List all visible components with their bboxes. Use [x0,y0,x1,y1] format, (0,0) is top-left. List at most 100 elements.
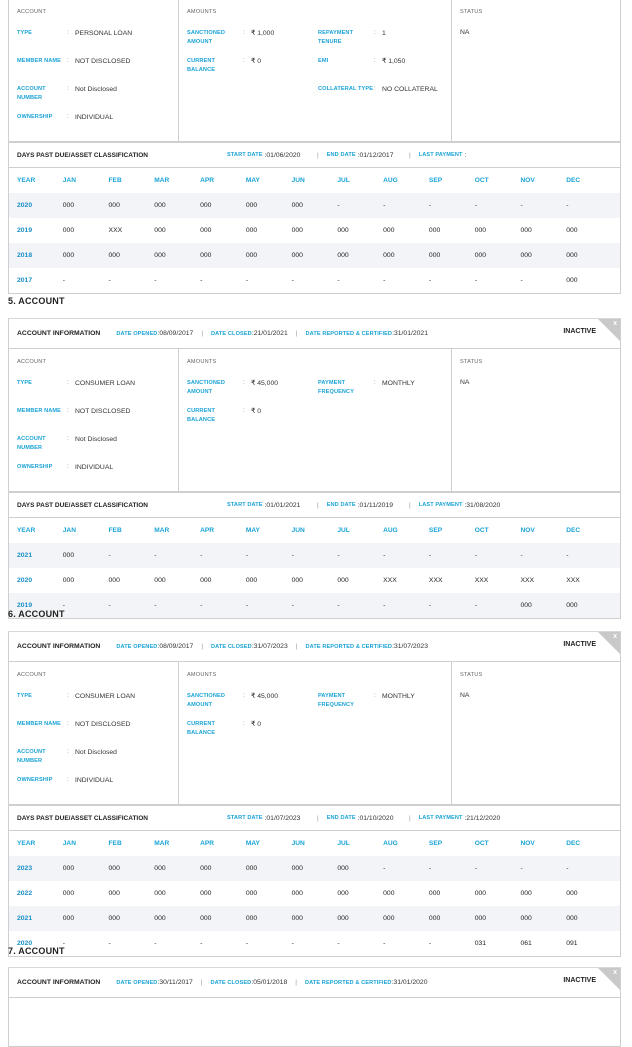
dpd-cell: 000 [474,227,487,234]
collateral-type-field: COLLATERAL TYPE: NO COLLATERAL [318,85,443,104]
dpd-cell: - [566,552,569,559]
dpd-cell: 000 [245,865,258,872]
colon: : [243,30,245,36]
dpd-cell: - [62,602,66,609]
close-icon[interactable]: x [613,633,617,640]
date-closed-label: DATE CLOSED [211,643,252,650]
divider: | [295,643,298,650]
dpd-cell: - [337,940,340,947]
date-closed-colon: : [251,330,254,337]
account-details: ACCOUNT TYPE: CONSUMER LOAN MEMBER NAME: NOT… [9,662,620,806]
dpd-table-header: YEAR JAN FEB MAR APR MAY JUN JUL AUG SEP OCT NOV DEC [9,831,620,856]
colon: : [262,501,267,509]
month-header: NOV [520,840,535,847]
dpd-cell: 031 [474,940,487,947]
dpd-cell: 000 [474,252,487,259]
end-date: | END DATE : 01/10/2020 [317,815,409,822]
date-reported-value: 31/01/2020 [393,979,428,986]
year-cell: 2021 [17,552,33,559]
dpd-cell: 000 [108,202,120,209]
current-balance-field: CURRENT BALANCE: ₹ 0 [187,720,312,739]
date-reported-value: 31/07/2023 [393,643,428,650]
dpd-cell: 000 [245,202,258,209]
divider: | [409,501,411,509]
sanctioned-amount-field: SANCTIONED AMOUNT: ₹ 45,000 [187,379,312,398]
status-section-title: STATUS [460,9,483,15]
dpd-cell: 000 [154,577,166,584]
dpd-cell: - [108,277,111,284]
ownership-label: OWNERSHIP [17,114,53,120]
dpd-cell: 000 [291,252,303,259]
ownership-value: INDIVIDUAL [75,114,114,121]
colon: : [67,408,69,414]
date-opened-label: DATE OPENED [116,330,158,337]
dpd-cell: 000 [291,227,303,234]
dpd-cell: - [245,602,249,609]
month-header: SEP [428,527,443,534]
date-opened-colon: : [157,330,160,337]
dpd-cell: - [428,277,432,284]
dpd-cell: 000 [566,890,578,897]
ownership-value: INDIVIDUAL [75,464,114,471]
close-corner[interactable] [598,632,620,654]
close-icon[interactable]: x [613,320,617,327]
dpd-cell: 000 [154,227,166,234]
dpd-cell: - [337,552,340,559]
month-header: SEP [428,177,443,184]
colon: : [262,151,267,159]
colon: : [355,501,360,509]
colon: : [374,693,376,699]
divider: | [200,979,203,986]
dpd-cell: - [520,552,523,559]
colon: : [243,408,245,414]
close-corner[interactable] [598,319,620,341]
current-balance-value: ₹ 0 [251,721,261,728]
sanctioned-amount-label: SANCTIONED AMOUNT [187,380,225,395]
dpd-cell: XXX [566,577,580,584]
dpd-cell: - [154,277,157,284]
date-opened-colon: : [157,643,160,650]
close-corner[interactable] [598,968,620,990]
dpd-title: DAYS PAST DUE/ASSET CLASSIFICATION [17,151,148,159]
end-date-value: 01/10/2020 [359,814,394,822]
dpd-cell: 000 [291,577,303,584]
divider: | [201,330,204,337]
start-date: START DATE : 01/06/2020 [227,152,317,159]
last-payment-value: 21/12/2020 [466,814,501,822]
dpd-cell: - [245,552,249,559]
dpd-cell: 000 [154,915,166,922]
dpd-cell: 000 [154,865,166,872]
year-cell: 2017 [17,277,33,284]
dpd-cell: 000 [62,865,75,872]
date-reported-label: DATE REPORTED & CERTIFIED [304,979,392,986]
divider: | [295,979,297,986]
dpd-cell: 000 [428,915,441,922]
date-closed-colon: : [251,979,254,986]
dpd-cell: 000 [383,252,395,259]
date-closed-value: 05/01/2018 [253,979,288,986]
dpd-table-row: 2023 000 000 000 000 000 000 000 - - - - - [9,856,620,881]
dpd-cell: 000 [108,915,120,922]
account-number-label: ACCOUNT NUMBER [17,436,46,451]
account-number-field: ACCOUNT NUMBER: Not Disclosed [17,435,170,454]
account-information-title: ACCOUNT INFORMATION [17,330,101,337]
dpd-cell: - [383,602,386,609]
month-header: JUL [337,840,350,847]
year-cell: 2020 [17,940,33,947]
month-header: DEC [566,840,581,847]
end-date-label: END DATE [326,815,356,821]
status-value: NA [460,29,470,36]
member-name-field: MEMBER NAME: NOT DISCLOSED [17,407,170,426]
colon: : [374,380,376,386]
emi-value: ₹ 1,050 [382,58,406,65]
close-icon[interactable]: x [613,969,617,976]
start-date-label: START DATE [227,152,263,158]
month-header: NOV [520,527,535,534]
dpd-cell: - [108,602,111,609]
type-field: TYPE: CONSUMER LOAN [17,692,170,711]
dpd-cell: 000 [62,202,75,209]
dpd-cell: - [474,202,477,209]
month-header: JUN [291,840,305,847]
account-column: ACCOUNT TYPE: PERSONAL LOAN MEMBER NAME: NOT… [9,0,179,141]
dpd-cell: 000 [154,252,166,259]
